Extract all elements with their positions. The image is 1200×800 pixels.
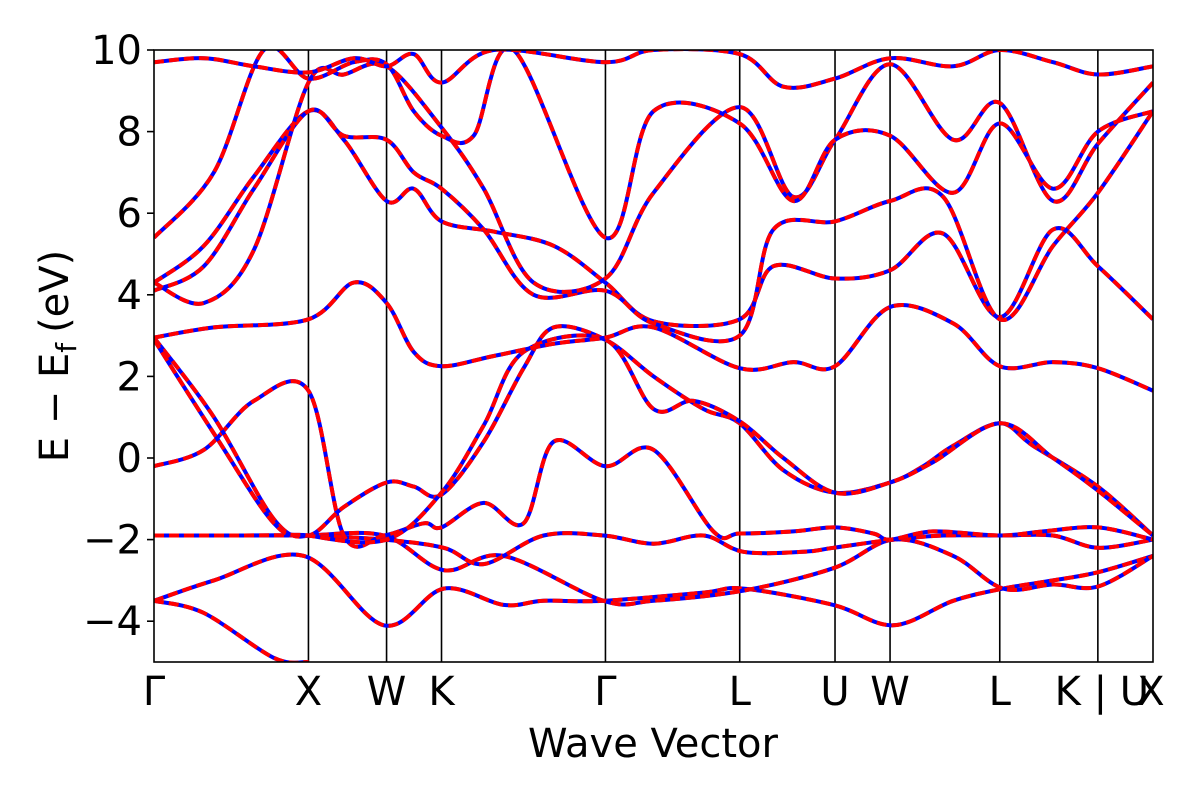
band-line-dashed	[154, 50, 1153, 90]
bands	[154, 50, 1153, 662]
x-tick-label: Γ	[594, 669, 617, 715]
x-tick-label: X	[1137, 669, 1164, 715]
y-axis-label-unit: (eV)	[32, 250, 78, 333]
band-line-dashed	[154, 324, 1153, 539]
y-axis-label: E − Ef (eV)	[32, 250, 83, 463]
x-tick-label: L	[989, 669, 1012, 715]
band-line-dashed	[154, 61, 1153, 306]
band-line-dashed	[154, 280, 1153, 393]
x-tick-label: X	[295, 669, 322, 715]
x-axis-label: Wave Vector	[528, 721, 779, 767]
band-line-solid	[154, 107, 1153, 344]
band-line-dashed	[154, 333, 1153, 545]
band-line-solid	[154, 108, 1153, 329]
y-tick-label: 10	[91, 28, 142, 74]
band-line-dashed	[154, 107, 1153, 344]
y-tick-label: 4	[117, 273, 142, 319]
band-line-dashed	[154, 530, 1153, 607]
x-tick-label: K	[428, 669, 456, 715]
y-axis-label-main: E − E	[32, 353, 78, 463]
y-tick-label: 8	[117, 110, 142, 156]
band-line-solid	[154, 379, 1153, 549]
kpoint-lines	[307, 50, 1099, 662]
band-line-solid	[154, 324, 1153, 539]
band-line-dashed	[154, 50, 1153, 241]
y-tick-label: 6	[117, 191, 142, 237]
x-tick-label: Γ	[143, 669, 166, 715]
x-tick-label: W	[367, 669, 407, 715]
y-tick-label: −2	[83, 518, 142, 564]
plot-frame	[153, 49, 1154, 663]
y-tick-label: 0	[117, 436, 142, 482]
y-axis-label-sub: f	[50, 342, 83, 353]
band-line-dashed	[154, 598, 309, 662]
band-line-solid	[154, 61, 1153, 306]
x-tick-label: W	[870, 669, 910, 715]
x-tick-label: K | U	[1055, 669, 1149, 715]
band-line-dashed	[154, 379, 1153, 549]
y-tick-label: −4	[83, 599, 142, 645]
y-tick-label: 2	[117, 354, 142, 400]
x-tick-label: L	[729, 669, 752, 715]
band-line-solid	[154, 50, 1153, 90]
y-axis: −4 −2 0 2 4 6 8 10	[83, 28, 154, 645]
band-line-dashed	[154, 108, 1153, 329]
x-tick-label: U	[820, 669, 849, 715]
